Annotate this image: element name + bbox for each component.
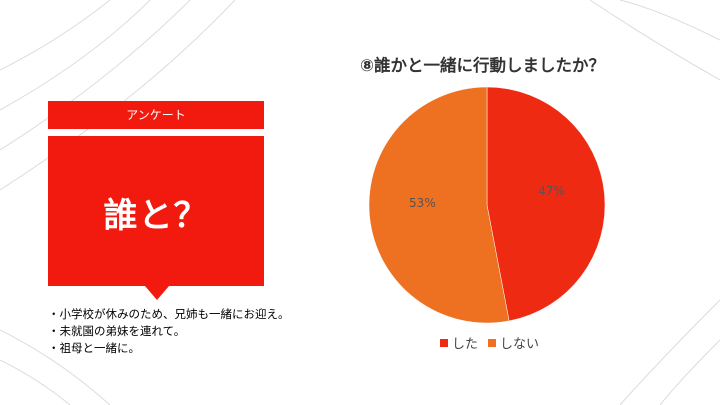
pie-slice-did [486,86,606,322]
chart-title: ⑧誰かと一緒に行動しましたか？ [360,56,605,75]
pie-label-did: 47% [538,184,565,198]
callout-pointer [145,286,169,300]
legend-item-did: した [440,333,478,352]
note-item: ・祖母と一緒に。 [48,341,140,355]
pie-slice-didnot [368,86,510,324]
legend-swatch-didnot [488,338,497,347]
note-item: ・小学校が休みのため、兄姉も一緒にお迎え。 [48,307,290,321]
pie-label-didnot: 53% [409,196,436,210]
note-item: ・未就園の弟妹を連れて。 [48,324,186,338]
question-box: 誰と？ [48,136,264,286]
survey-label: アンケート [48,101,264,129]
legend-label-didnot: しない [500,337,540,352]
notes-list: ・小学校が休みのため、兄姉も一緒にお迎え。 ・未就園の弟妹を連れて。 ・祖母と一… [48,306,348,357]
chart-legend: した しない [440,333,549,352]
pie-chart: 47% 53% [368,86,606,324]
legend-item-didnot: しない [488,333,539,352]
legend-label-did: した [452,337,479,352]
question-title: 誰と？ [103,196,209,236]
legend-swatch-did [440,338,448,347]
